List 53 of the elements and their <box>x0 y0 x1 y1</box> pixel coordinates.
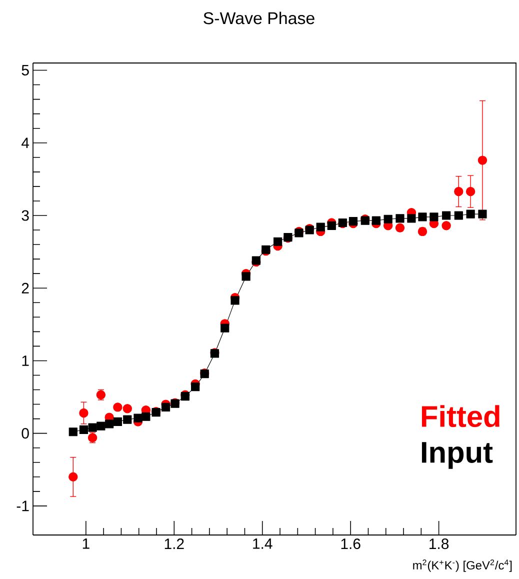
point <box>161 402 170 412</box>
point <box>466 210 475 218</box>
point <box>407 214 416 223</box>
point <box>191 382 200 392</box>
point <box>274 237 282 246</box>
point <box>230 296 240 305</box>
chart-title: S-Wave Phase <box>204 12 314 24</box>
x-tick-label: 1.8 <box>430 538 449 550</box>
point <box>395 223 405 232</box>
point <box>454 211 463 220</box>
y-tick-label: 5 <box>22 65 29 76</box>
x-tick-label: 1.4 <box>253 538 272 549</box>
point <box>442 211 451 220</box>
y-tick-label: -1 <box>16 500 29 512</box>
point <box>396 214 404 223</box>
point <box>68 472 78 482</box>
text: m$^{2}$(K$^{+}$K$^{-}$) [GeV$^{2}$/c$^{4}$] <box>413 560 512 572</box>
x-tick-label: 1.2 <box>164 538 184 549</box>
point <box>113 402 122 412</box>
point <box>88 423 97 432</box>
x-tick-label: 1 <box>82 538 90 549</box>
point <box>96 422 106 430</box>
point <box>142 412 150 421</box>
point <box>478 210 487 218</box>
point <box>123 415 132 424</box>
point <box>113 417 122 426</box>
text: Fitted <box>422 405 500 428</box>
text: Input <box>422 442 493 469</box>
y-tick-label: 0 <box>22 428 29 439</box>
y-tick-label: 1 <box>22 356 29 366</box>
point <box>316 222 325 232</box>
point <box>79 425 88 434</box>
point <box>384 214 392 224</box>
point <box>348 217 358 226</box>
point <box>372 216 380 225</box>
point <box>105 420 114 428</box>
point <box>430 212 438 222</box>
point <box>242 272 250 281</box>
point <box>122 404 132 414</box>
point <box>466 186 476 196</box>
point <box>454 186 464 196</box>
point <box>327 221 336 230</box>
x-tick-label: 1.6 <box>341 538 360 550</box>
point <box>418 212 427 222</box>
y-tick-label: 2 <box>22 282 29 294</box>
y-tick-label: 3 <box>22 210 29 221</box>
point <box>442 221 451 230</box>
point <box>478 156 488 165</box>
y-tick-label: 4 <box>22 138 30 148</box>
point <box>68 428 78 436</box>
point <box>134 414 142 422</box>
point <box>220 324 230 332</box>
point <box>79 408 88 418</box>
